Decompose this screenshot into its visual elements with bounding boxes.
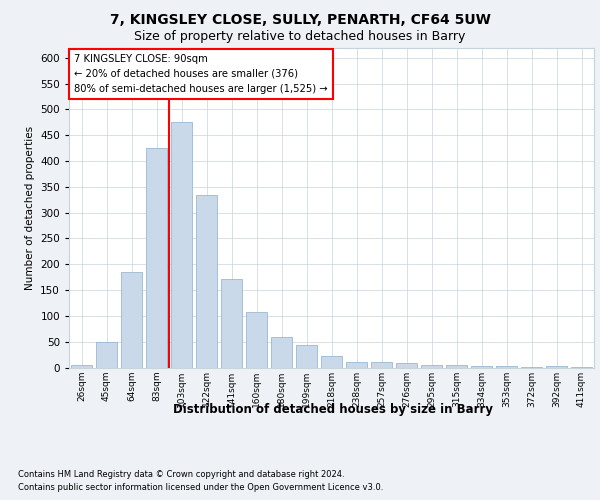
Bar	[446, 366, 467, 368]
Text: Distribution of detached houses by size in Barry: Distribution of detached houses by size …	[173, 402, 493, 415]
Bar	[96, 342, 117, 367]
Bar	[246, 312, 267, 368]
Bar	[571, 367, 592, 368]
Bar	[296, 346, 317, 368]
Bar	[546, 366, 567, 368]
Text: 7, KINGSLEY CLOSE, SULLY, PENARTH, CF64 5UW: 7, KINGSLEY CLOSE, SULLY, PENARTH, CF64 …	[110, 12, 490, 26]
Text: Contains public sector information licensed under the Open Government Licence v3: Contains public sector information licen…	[18, 482, 383, 492]
Bar	[346, 362, 367, 368]
Bar	[221, 278, 242, 368]
Bar	[71, 365, 92, 368]
Bar	[496, 366, 517, 368]
Bar	[171, 122, 192, 368]
Bar	[521, 367, 542, 368]
Y-axis label: Number of detached properties: Number of detached properties	[25, 126, 35, 290]
Bar	[121, 272, 142, 368]
Bar	[321, 356, 342, 368]
Bar	[371, 362, 392, 368]
Text: Size of property relative to detached houses in Barry: Size of property relative to detached ho…	[134, 30, 466, 43]
Bar	[396, 364, 417, 368]
Bar	[196, 194, 217, 368]
Bar	[146, 148, 167, 368]
Text: 7 KINGSLEY CLOSE: 90sqm
← 20% of detached houses are smaller (376)
80% of semi-d: 7 KINGSLEY CLOSE: 90sqm ← 20% of detache…	[74, 54, 328, 94]
Bar	[471, 366, 492, 368]
Bar	[271, 336, 292, 368]
Text: Contains HM Land Registry data © Crown copyright and database right 2024.: Contains HM Land Registry data © Crown c…	[18, 470, 344, 479]
Bar	[421, 365, 442, 368]
